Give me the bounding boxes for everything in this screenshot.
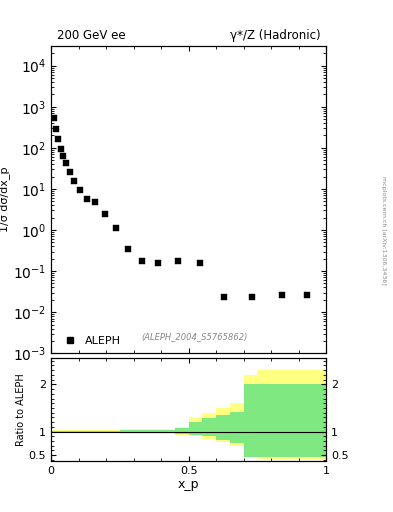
Bar (65, 430, 79, 434)
Text: mcplots.cern.ch [arXiv:1306.3436]: mcplots.cern.ch [arXiv:1306.3436] (381, 176, 386, 285)
Bar (175, 427, 189, 435)
Bar (244, 385, 257, 458)
Bar (189, 422, 202, 435)
Bar (285, 370, 326, 459)
Bar (244, 375, 257, 453)
Bar (230, 412, 244, 443)
X-axis label: x_p: x_p (178, 478, 199, 492)
Bar (216, 415, 230, 440)
Bar (120, 429, 134, 434)
Y-axis label: 1/σ dσ/dx_p: 1/σ dσ/dx_p (0, 167, 10, 232)
Bar (202, 418, 216, 436)
Bar (51, 430, 65, 434)
Bar (92, 430, 106, 434)
Bar (65, 431, 79, 433)
Bar (175, 428, 189, 434)
Bar (161, 429, 175, 434)
Text: 200 GeV ee: 200 GeV ee (57, 29, 125, 42)
Bar (51, 431, 65, 433)
Bar (92, 431, 106, 433)
Bar (189, 417, 202, 436)
Bar (147, 429, 161, 434)
Bar (257, 385, 285, 458)
Bar (230, 403, 244, 446)
Bar (257, 370, 285, 459)
Bar (79, 431, 92, 433)
Bar (285, 385, 326, 458)
Bar (202, 413, 216, 439)
Bar (216, 408, 230, 442)
Bar (147, 430, 161, 433)
Bar (79, 430, 92, 434)
Bar (120, 430, 134, 433)
Text: (ALEPH_2004_S5765862): (ALEPH_2004_S5765862) (141, 332, 247, 341)
Bar (106, 431, 120, 433)
Text: γ*/Z (Hadronic): γ*/Z (Hadronic) (230, 29, 321, 42)
Bar (106, 430, 120, 434)
Bar (134, 429, 147, 434)
Bar (161, 430, 175, 433)
Legend: ALEPH: ALEPH (57, 333, 123, 348)
Y-axis label: Ratio to ALEPH: Ratio to ALEPH (16, 373, 26, 446)
Bar (134, 430, 147, 433)
